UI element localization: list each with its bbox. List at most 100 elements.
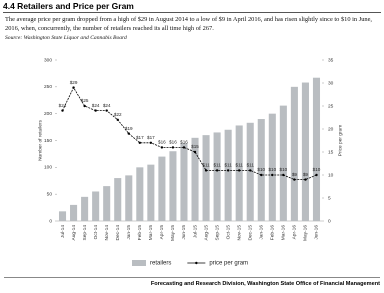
data-label: $24 <box>59 103 67 108</box>
data-label: $9 <box>292 172 298 177</box>
data-label: $19 <box>125 126 133 131</box>
bar <box>213 132 221 221</box>
price-marker <box>182 146 186 149</box>
y-tick-label: 0 <box>49 218 52 224</box>
data-label: $25 <box>81 98 89 103</box>
bar <box>257 119 265 221</box>
y2-tick-label: 35 <box>328 57 334 63</box>
y-tick-label: 50 <box>47 191 53 197</box>
legend-swatch <box>132 260 146 266</box>
bar <box>268 113 276 221</box>
data-label: $17 <box>136 135 144 140</box>
bar <box>312 77 321 222</box>
y2-tick-label: 5 <box>328 195 331 201</box>
price-marker <box>138 141 142 144</box>
bar <box>158 156 166 221</box>
bar <box>103 186 111 221</box>
section-title: 4.4 Retailers and Price per Gram <box>3 1 381 13</box>
x-tick-label: Feb-16 <box>270 225 276 241</box>
bar <box>125 175 133 221</box>
footer: Forecasting and Research Division, Washi… <box>4 277 380 287</box>
bar <box>70 204 78 221</box>
price-marker <box>315 173 318 177</box>
price-marker <box>293 178 296 181</box>
bar <box>301 82 309 221</box>
y2-axis-title: Price per gram <box>337 125 343 156</box>
x-tick-label: Mar-15 <box>148 225 154 241</box>
data-label: $11 <box>213 163 221 168</box>
x-tick-label: Dec-14 <box>115 225 121 241</box>
price-marker <box>149 141 153 144</box>
bar <box>147 164 155 221</box>
price-line <box>62 86 317 180</box>
data-label: $22 <box>114 112 122 117</box>
data-label: $16 <box>169 140 177 145</box>
price-marker <box>72 86 75 89</box>
data-label: $29 <box>70 80 78 85</box>
x-tick-label: Nov-15 <box>236 225 242 241</box>
price-marker <box>171 146 175 149</box>
bar <box>202 135 210 221</box>
x-tick-label: Apr-16 <box>292 225 298 240</box>
y-axis-title: Number of retailers <box>37 120 43 161</box>
x-tick-label: Apr-15 <box>159 225 165 240</box>
bar <box>136 167 144 221</box>
data-label: $10 <box>280 167 288 172</box>
x-tick-label: Oct-15 <box>225 225 231 240</box>
x-tick-label: Jul-14 <box>60 225 66 238</box>
x-tick-label: May-16 <box>303 225 309 241</box>
price-marker <box>105 109 108 112</box>
bar <box>58 211 67 221</box>
price-marker <box>127 132 130 135</box>
y2-tick-label: 30 <box>328 80 334 86</box>
chart: 0 50 100 150 200 250 300 0 5 10 15 20 25 30 35 Number o… <box>37 57 343 267</box>
x-tick-label: Mar-16 <box>281 225 287 241</box>
price-marker <box>282 173 285 177</box>
x-tick-label: Jan-15 <box>126 225 132 240</box>
data-label: $16 <box>180 140 188 145</box>
price-marker <box>249 169 252 172</box>
x-tick-label: Jun-16 <box>314 225 320 240</box>
y2-tick-label: 15 <box>328 149 334 155</box>
y2-tick-label: 20 <box>328 126 334 132</box>
data-label: $10 <box>268 167 276 172</box>
data-label: $11 <box>236 163 244 168</box>
bar <box>81 196 89 221</box>
price-marker <box>204 169 208 172</box>
price-marker <box>83 104 86 108</box>
bar <box>290 86 298 221</box>
bar <box>279 105 287 221</box>
x-tick-label: Sep-14 <box>82 225 88 241</box>
data-label: $11 <box>202 163 210 168</box>
data-label: $17 <box>147 135 155 140</box>
price-marker <box>226 169 230 172</box>
y-tick-label: 300 <box>44 57 52 63</box>
y2-tick-label: 0 <box>328 218 331 224</box>
price-marker <box>94 109 97 112</box>
data-label: $11 <box>247 163 255 168</box>
legend-label: price per gram <box>209 261 248 267</box>
x-tick-label: Oct-14 <box>93 225 99 240</box>
bar <box>114 178 122 221</box>
bar <box>235 125 243 221</box>
data-label: $9 <box>303 172 309 177</box>
legend-label: retailers <box>150 261 171 267</box>
price-marker <box>304 178 307 181</box>
data-label: $10 <box>257 167 265 172</box>
y2-tick-label: 25 <box>328 103 334 109</box>
price-marker <box>193 150 197 154</box>
x-tick-label: Jun-15 <box>181 225 187 240</box>
price-marker <box>237 169 241 172</box>
data-label: $11 <box>224 163 232 168</box>
paragraph: The average price per gram dropped from … <box>5 16 373 32</box>
data-label: $24 <box>92 103 100 108</box>
data-label: $24 <box>103 103 111 108</box>
x-tick-label: Jul-15 <box>192 225 198 238</box>
price-marker <box>116 118 119 122</box>
price-marker <box>215 169 219 172</box>
x-tick-label: May-15 <box>170 225 176 241</box>
bar <box>191 137 199 221</box>
price-marker <box>61 109 64 112</box>
price-marker <box>271 173 274 177</box>
